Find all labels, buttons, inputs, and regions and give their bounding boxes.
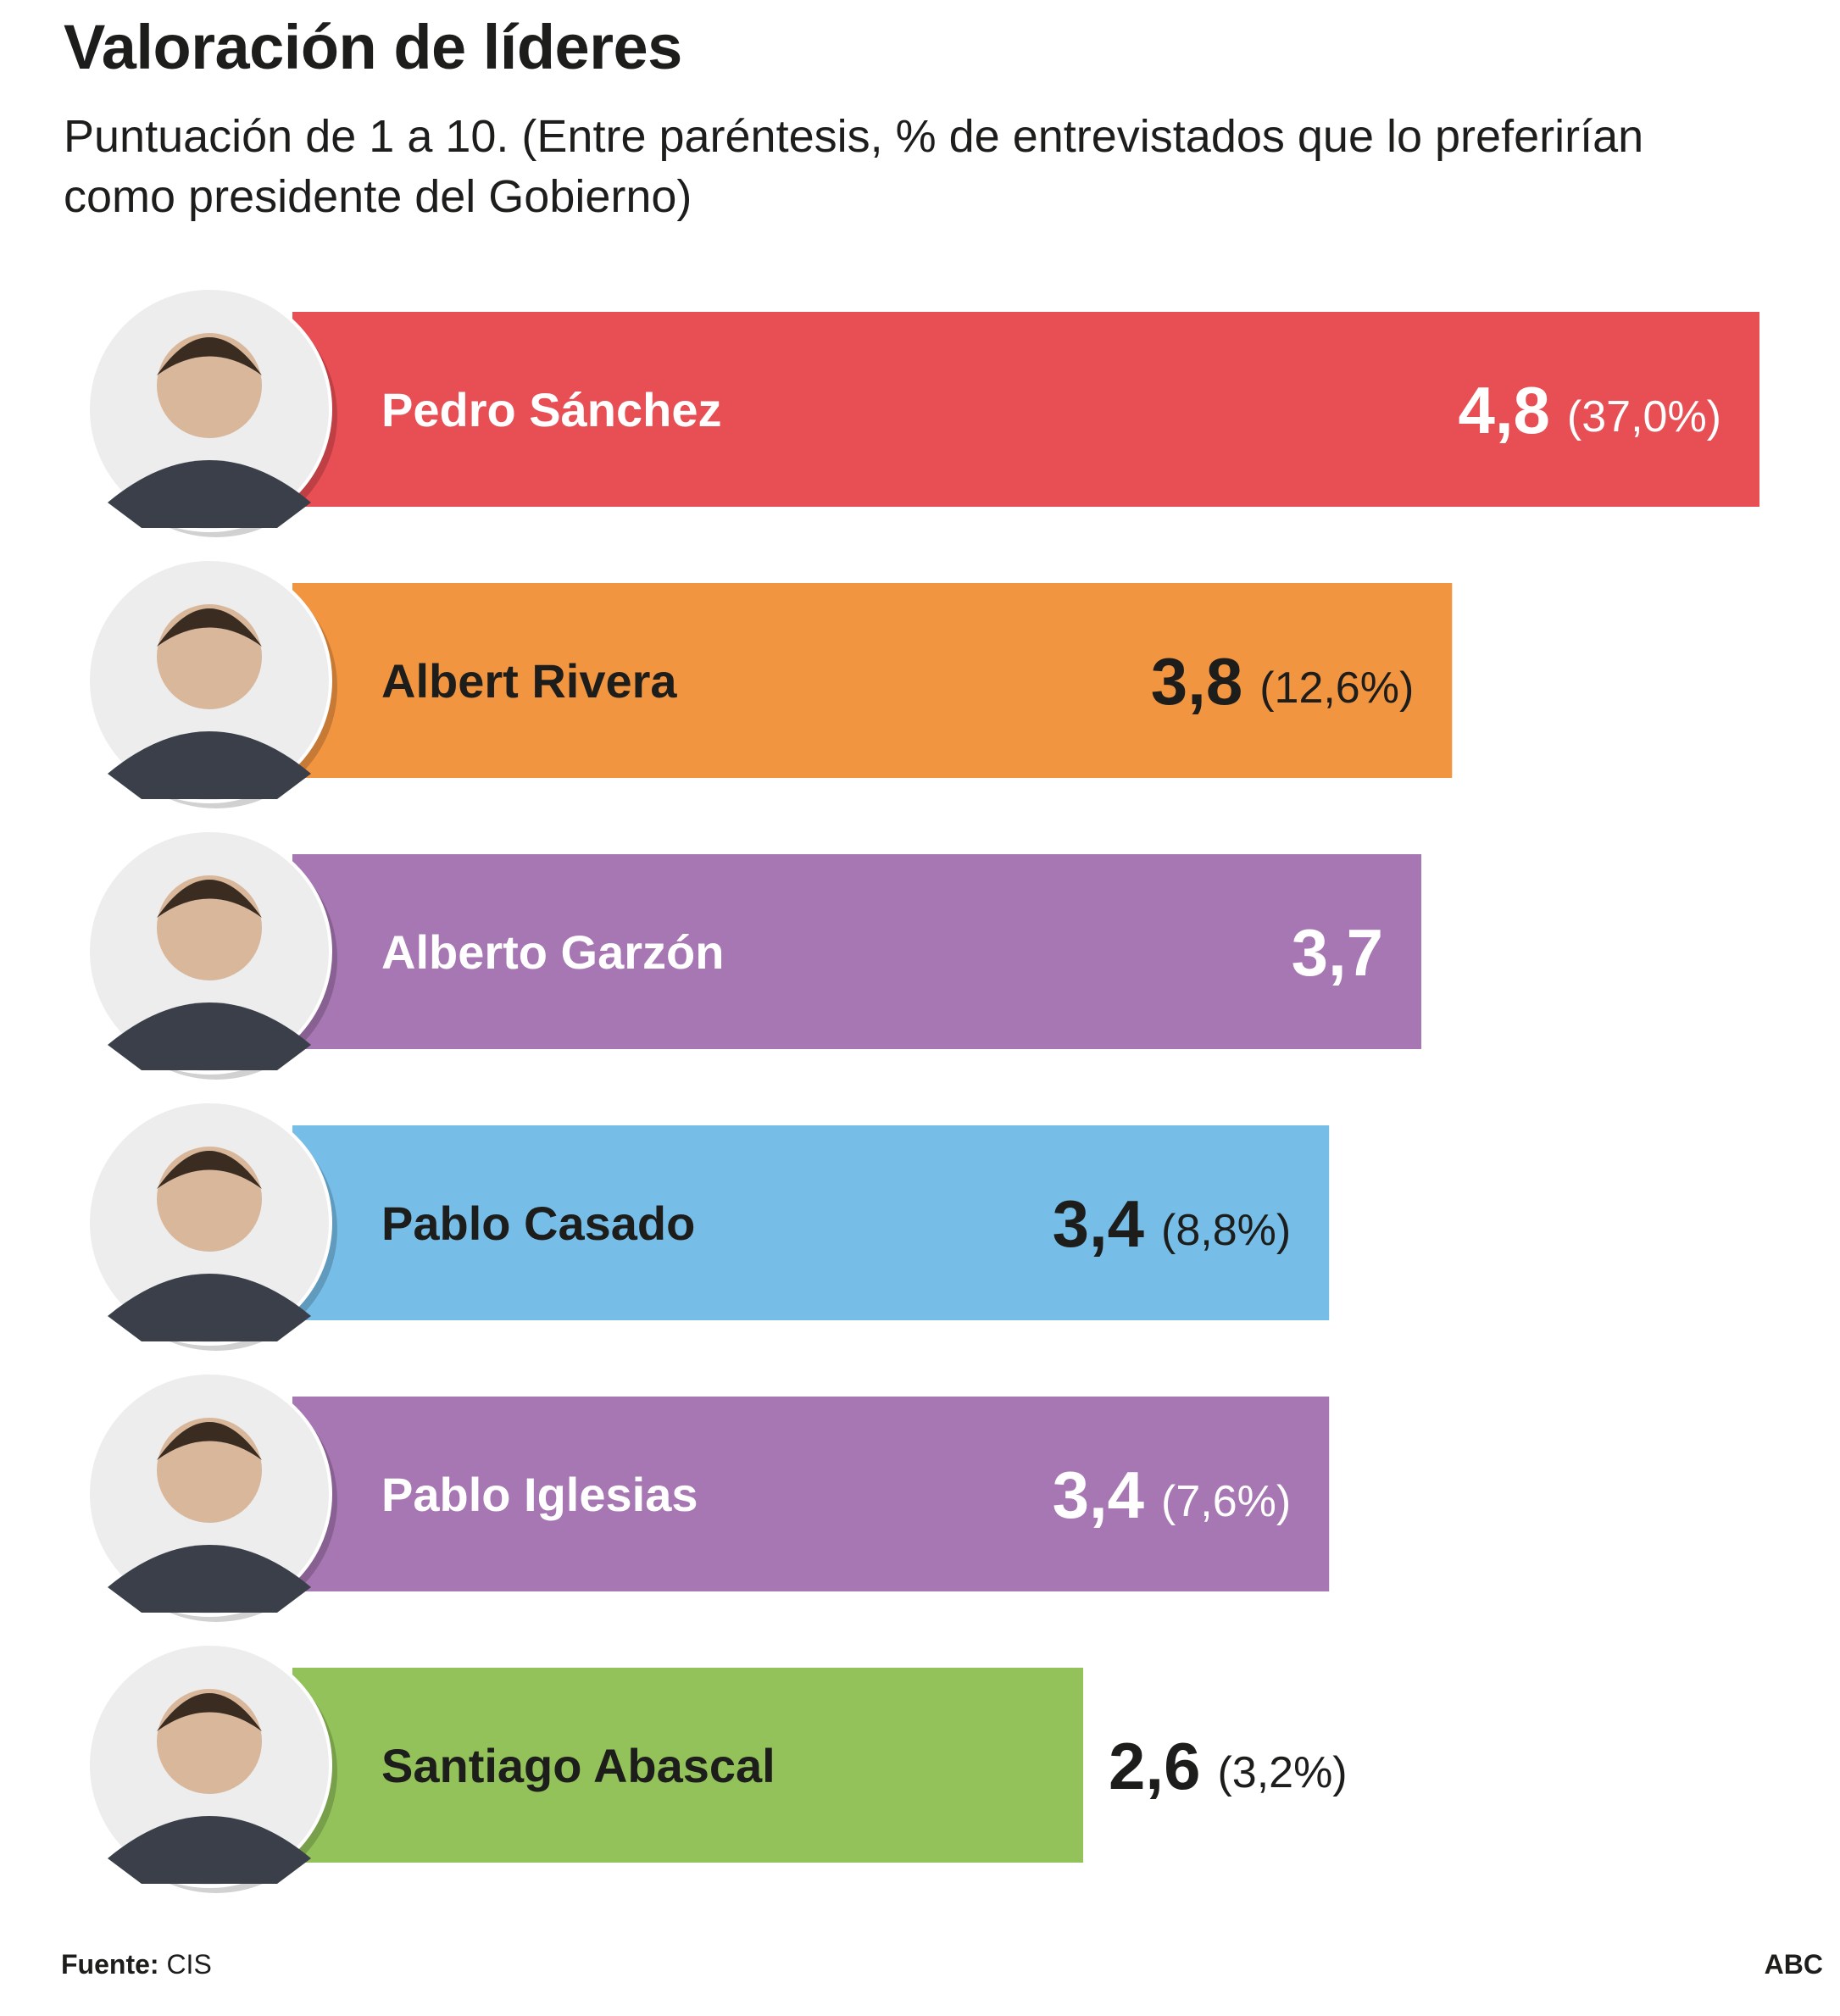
bar-name-label: Albert Rivera: [381, 654, 677, 708]
photo-shoulders: [108, 1545, 311, 1613]
bar: [292, 1125, 1330, 1320]
bar-row: Pedro Sánchez (37,0%) 4,8: [86, 286, 1759, 537]
bar-name-label: Pedro Sánchez: [381, 383, 721, 436]
bar-preference-label: (7,6%): [1161, 1477, 1291, 1526]
photo-hair: [157, 880, 262, 918]
bar-name-label: Pablo Casado: [381, 1197, 695, 1250]
photo-shoulders: [108, 1816, 311, 1884]
bar-row: Pablo Iglesias (7,6%) 3,4: [86, 1371, 1330, 1622]
bar-value-label: 4,8: [1458, 373, 1549, 447]
pedro-sanchez-photo-icon: [86, 286, 337, 537]
photo-shoulders: [108, 460, 311, 528]
bar-value-label: 3,8: [1151, 644, 1242, 719]
bar-name-label: Alberto Garzón: [381, 925, 724, 979]
bar: [292, 583, 1453, 778]
bar: [292, 1397, 1330, 1591]
alberto-garzon-photo-icon: [86, 829, 337, 1080]
bar-preference-label: (8,8%): [1161, 1206, 1291, 1255]
photo-shoulders: [108, 1274, 311, 1341]
bar-row: Pablo Casado (8,8%) 3,4: [86, 1100, 1330, 1351]
pablo-casado-photo-icon: [86, 1100, 337, 1351]
bar-row: Alberto Garzón 3,7: [86, 829, 1422, 1080]
photo-hair: [157, 608, 262, 647]
pablo-iglesias-photo-icon: [86, 1371, 337, 1622]
photo-hair: [157, 1151, 262, 1189]
photo-shoulders: [108, 1002, 311, 1070]
bar: [292, 1668, 1084, 1863]
chart-subtitle: Puntuación de 1 a 10. (Entre paréntesis,…: [64, 111, 1644, 223]
photo-shoulders: [108, 731, 311, 799]
santiago-abascal-photo-icon: [86, 1642, 337, 1893]
bar: [292, 854, 1422, 1049]
bar-value-label: 2,6: [1109, 1729, 1200, 1803]
source-value: CIS: [166, 1949, 212, 1980]
bar-value-label: 3,7: [1292, 915, 1383, 990]
photo-hair: [157, 337, 262, 375]
bar-name-label: Pablo Iglesias: [381, 1468, 698, 1521]
source-label: Fuente:: [61, 1949, 159, 1980]
photo-hair: [157, 1422, 262, 1460]
bar-preference-label: (12,6%): [1259, 664, 1414, 713]
source-note: Fuente: CIS: [61, 1949, 212, 1980]
leaders-bar-chart: Pedro Sánchez (37,0%) 4,8 Albert Rivera (12,…: [86, 286, 1759, 1893]
bar-preference-label: (3,2%): [1217, 1748, 1347, 1797]
brand-label: ABC: [1764, 1949, 1823, 1980]
bar-preference-label: (37,0%): [1567, 392, 1721, 442]
bar-row: Albert Rivera (12,6%) 3,8: [86, 558, 1453, 808]
bar-row: Santiago Abascal 2,6 (3,2%): [86, 1642, 1348, 1893]
chart-title: Valoración de líderes: [64, 12, 682, 82]
bar-value-label: 3,4: [1053, 1186, 1144, 1261]
bar-value-label: 3,4: [1053, 1458, 1144, 1532]
photo-hair: [157, 1693, 262, 1731]
bar-name-label: Santiago Abascal: [381, 1739, 775, 1792]
albert-rivera-photo-icon: [86, 558, 337, 808]
bar: [292, 312, 1759, 507]
